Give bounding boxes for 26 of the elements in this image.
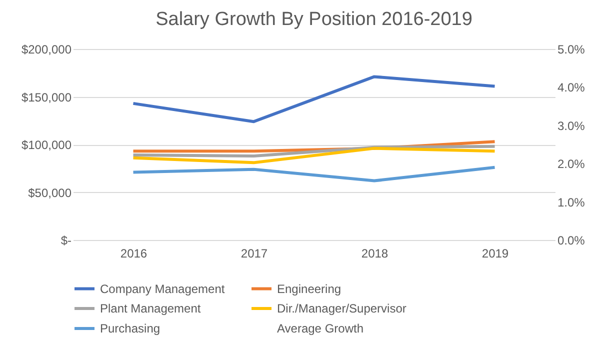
x-tick-label: 2017 — [240, 246, 268, 260]
y2-tick-label: 3.0% — [558, 118, 586, 133]
chart-title: Salary Growth By Position 2016-2019 — [156, 9, 472, 30]
legend-label: Dir./Manager/Supervisor — [277, 302, 406, 316]
legend-label: Purchasing — [100, 322, 160, 336]
y-tick-label: $150,000 — [21, 90, 72, 104]
x-tick-label: 2019 — [482, 246, 509, 260]
y2-tick-label: 4.0% — [558, 80, 586, 95]
y2-tick-label: 1.0% — [558, 195, 586, 210]
y-tick-label: $50,000 — [28, 186, 72, 200]
x-tick-label: 2018 — [361, 246, 388, 260]
line-series — [132, 146, 496, 164]
y2-tick-label: 2.0% — [558, 157, 586, 172]
line-series — [132, 144, 496, 158]
y2-tick-label: 5.0% — [558, 42, 586, 56]
line-series — [132, 166, 496, 182]
text: Average Growth — [277, 322, 364, 336]
y-tick-label: $100,000 — [21, 138, 72, 152]
legend-label: Engineering — [277, 282, 342, 296]
y-tick-label: $- — [60, 234, 72, 248]
legend-label: Company Management — [100, 282, 226, 296]
legend-label: Plant Management — [100, 302, 202, 316]
line-series — [132, 75, 496, 124]
y-tick-label: $200,000 — [21, 42, 72, 56]
x-tick-label: 2016 — [120, 246, 148, 260]
y2-tick-label: 0.0% — [558, 234, 586, 248]
